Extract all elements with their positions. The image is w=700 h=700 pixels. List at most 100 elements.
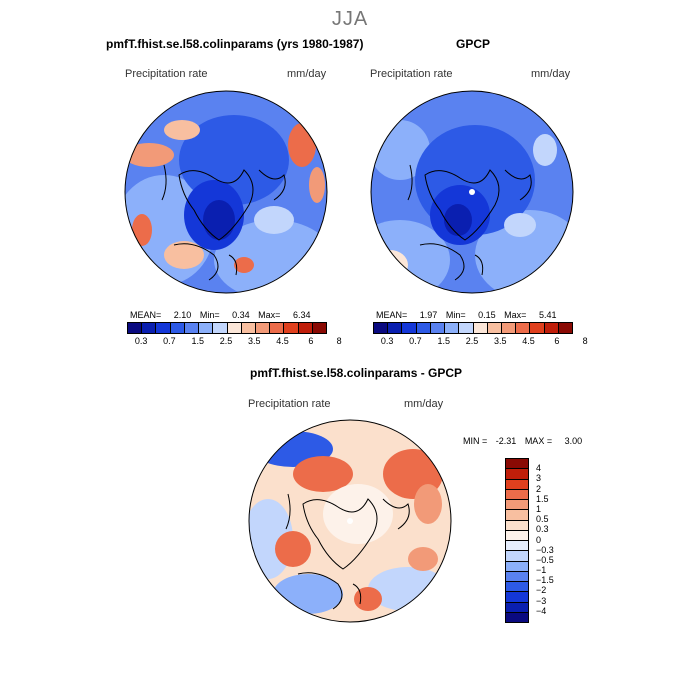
diff-colorbar <box>505 458 529 623</box>
colorbar-tick-label: 8 <box>336 336 342 346</box>
colorbar-swatch <box>184 323 200 333</box>
colorbar-swatch <box>284 323 299 333</box>
max-value: 3.00 <box>564 436 583 446</box>
colorbar-swatch <box>506 592 528 603</box>
colorbar-tick-label: 0.3 <box>134 336 148 346</box>
colorbar-swatch <box>506 602 528 613</box>
max-label: Max= <box>504 310 527 320</box>
colorbar-swatch <box>506 612 528 622</box>
min-label: Min= <box>445 310 466 320</box>
colorbar-swatch <box>530 323 545 333</box>
colorbar-tick-label: −4 <box>536 605 547 616</box>
mean-value: 2.10 <box>173 310 192 320</box>
colorbar-swatch <box>473 323 488 333</box>
diff-variable-label: Precipitation rate <box>248 398 331 410</box>
diff-polar-map <box>248 419 452 623</box>
obs-units-label: mm/day <box>531 68 571 80</box>
colorbar-tick-label: 1 <box>536 503 542 514</box>
colorbar-tick-label: 0 <box>536 534 542 545</box>
colorbar-swatch <box>142 323 157 333</box>
model-panel-title: pmfT.fhist.se.l58.colinparams (yrs 1980-… <box>106 37 364 51</box>
diff-units-label: mm/day <box>404 398 444 410</box>
colorbar-swatch <box>501 323 517 333</box>
colorbar-swatch <box>506 582 528 593</box>
colorbar-swatch <box>506 459 528 470</box>
colorbar-swatch <box>199 323 214 333</box>
colorbar-tick-label: 4.5 <box>522 336 535 346</box>
colorbar-tick-label: −0.3 <box>536 544 554 555</box>
min-label: Min= <box>199 310 220 320</box>
colorbar-tick-label: 0.7 <box>409 336 422 346</box>
colorbar-tick-label: 3.5 <box>248 336 261 346</box>
model-stats: MEAN= 2.10 Min= 0.34 Max= 6.34 <box>130 310 310 320</box>
colorbar-swatch <box>506 561 528 572</box>
colorbar-swatch <box>506 530 528 541</box>
max-value: 6.34 <box>292 310 311 320</box>
colorbar-swatch <box>506 489 528 500</box>
min-label: MIN = <box>463 436 488 446</box>
colorbar-tick-label: 4 <box>536 463 542 474</box>
colorbar-swatch <box>558 323 573 333</box>
colorbar-tick-label: 1.5 <box>191 336 204 346</box>
colorbar-swatch <box>445 323 460 333</box>
diff-colorbar-ticks: 4 3 2 1.5 1 0.5 0.3 0 −0.3 −0.5 −1 −1.5 −2 −3 −4 <box>536 458 576 621</box>
colorbar-tick-label: 6 <box>554 336 560 346</box>
mean-value: 1.97 <box>419 310 438 320</box>
model-variable-label: Precipitation rate <box>125 68 208 80</box>
colorbar-swatch <box>255 323 271 333</box>
colorbar-tick-label: −3 <box>536 595 547 606</box>
min-value: -2.31 <box>495 436 517 446</box>
obs-colorbar-ticks: 0.3 0.7 1.5 2.5 3.5 4.5 6 8 <box>373 336 588 348</box>
colorbar-swatch <box>270 323 285 333</box>
colorbar-swatch <box>459 323 474 333</box>
obs-stats: MEAN= 1.97 Min= 0.15 Max= 5.41 <box>376 310 556 320</box>
colorbar-swatch <box>227 323 242 333</box>
mean-label: MEAN= <box>376 310 408 320</box>
colorbar-tick-label: 6 <box>308 336 314 346</box>
colorbar-tick-label: 0.7 <box>163 336 176 346</box>
diff-panel-title: pmfT.fhist.se.l58.colinparams - GPCP <box>250 366 463 380</box>
colorbar-swatch <box>213 323 228 333</box>
colorbar-tick-label: −1.5 <box>536 575 554 586</box>
colorbar-swatch <box>298 323 313 333</box>
colorbar-swatch <box>506 479 528 490</box>
colorbar-swatch <box>388 323 403 333</box>
colorbar-swatch <box>416 323 431 333</box>
colorbar-swatch <box>544 323 559 333</box>
colorbar-tick-label: 3.5 <box>494 336 507 346</box>
obs-variable-label: Precipitation rate <box>370 68 453 80</box>
colorbar-swatch <box>506 551 528 562</box>
colorbar-tick-label: 4.5 <box>276 336 289 346</box>
colorbar-swatch <box>506 520 528 531</box>
colorbar-swatch <box>506 571 528 582</box>
obs-panel-title: GPCP <box>456 37 491 51</box>
model-polar-map <box>124 90 328 294</box>
colorbar-tick-label: 2.5 <box>219 336 233 346</box>
colorbar-tick-label: 1.5 <box>536 493 549 504</box>
colorbar-tick-label: 2.5 <box>465 336 479 346</box>
colorbar-tick-label: 1.5 <box>437 336 450 346</box>
colorbar-swatch <box>506 510 528 521</box>
colorbar-tick-label: 0.3 <box>380 336 394 346</box>
min-value: 0.15 <box>478 310 496 320</box>
colorbar-tick-label: 8 <box>582 336 588 346</box>
colorbar-swatch <box>402 323 417 333</box>
colorbar-swatch <box>374 323 389 333</box>
colorbar-tick-label: −0.5 <box>536 554 554 565</box>
colorbar-swatch <box>487 323 502 333</box>
max-value: 5.41 <box>538 310 557 320</box>
colorbar-swatch <box>312 323 327 333</box>
colorbar-tick-label: 2 <box>536 483 542 494</box>
diff-stats: MIN = -2.31 MAX = 3.00 <box>463 436 582 446</box>
season-title: JJA <box>331 8 369 30</box>
model-colorbar-ticks: 0.3 0.7 1.5 2.5 3.5 4.5 6 8 <box>127 336 342 348</box>
model-colorbar <box>127 322 327 334</box>
colorbar-swatch <box>128 323 143 333</box>
colorbar-swatch <box>170 323 185 333</box>
colorbar-swatch <box>430 323 446 333</box>
obs-colorbar <box>373 322 573 334</box>
colorbar-swatch <box>506 500 528 511</box>
colorbar-swatch <box>156 323 171 333</box>
mean-label: MEAN= <box>130 310 162 320</box>
model-units-label: mm/day <box>287 68 327 80</box>
